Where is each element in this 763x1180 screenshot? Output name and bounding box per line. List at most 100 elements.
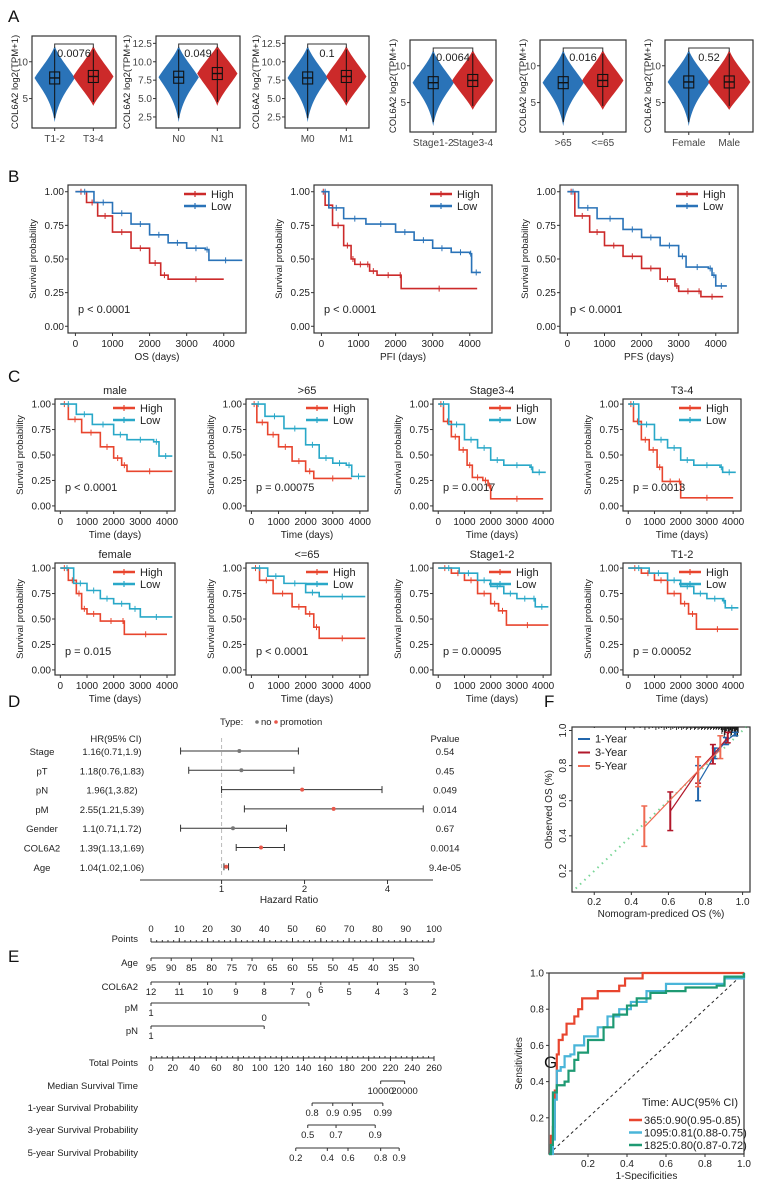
nomogram-tick-label: 2 <box>431 987 436 998</box>
y-tick-label: 10 <box>525 61 537 72</box>
y-tick-label: 0.75 <box>45 221 65 232</box>
y-tick-label: 0.25 <box>223 476 243 487</box>
x-tick-label: 2000 <box>480 681 503 692</box>
calibration-line-5-year <box>643 749 721 828</box>
y-axis-label: Survival probability <box>520 219 531 299</box>
x-tick-label: 1000 <box>453 517 476 528</box>
y-tick-label: 0.25 <box>410 476 430 487</box>
p-value-label: 0.1 <box>319 48 334 60</box>
nomogram-tick-label: 65 <box>267 963 278 974</box>
y-tick-label: 1.00 <box>537 187 557 198</box>
nomogram-tick-label: 0.4 <box>321 1153 334 1164</box>
hr-point-stage <box>237 749 242 753</box>
x-tick-label: M1 <box>339 134 353 145</box>
nomogram-row-label: pN <box>126 1026 138 1037</box>
x-tick-label: 0 <box>435 681 441 692</box>
y-tick-label: 0.25 <box>537 288 557 299</box>
nomogram-tick-label: 55 <box>307 963 318 974</box>
nomogram-tick-label: 100 <box>426 924 442 935</box>
legend-marker-no <box>255 720 259 724</box>
y-tick-label: 10 <box>17 57 29 68</box>
x-axis-label: Time (days) <box>466 694 518 705</box>
row-label-age: Age <box>34 863 51 874</box>
x-tick-label: T1-2 <box>44 134 65 145</box>
x-axis-label: Time (days) <box>466 530 518 541</box>
nomogram-tick-label: 20 <box>167 1063 178 1074</box>
nomogram-tick-label: 0.9 <box>393 1153 406 1164</box>
y-tick-label: 0.25 <box>32 640 52 651</box>
x-tick-label: 3000 <box>506 681 529 692</box>
y-tick-label: 0.00 <box>32 665 52 676</box>
nomogram-row-total-points: Total Points 0 20 40 60 80 100 120 140 160 180 200 2… <box>89 1056 442 1074</box>
nomogram-tick-label: 70 <box>344 924 355 935</box>
y-tick-label: 0.75 <box>600 425 620 436</box>
panel-label-F: F <box>544 692 554 711</box>
x-axis-label: Time (days) <box>656 530 708 541</box>
x-tick-label: 2000 <box>670 517 693 528</box>
nomogram-tick-label: 240 <box>404 1063 420 1074</box>
y-tick-label: 0.50 <box>32 451 52 462</box>
panel-label-B: B <box>8 167 19 186</box>
x-tick-label: 0 <box>625 681 631 692</box>
x-tick-label: 1000 <box>76 517 99 528</box>
x-tick-label: 3000 <box>668 339 691 350</box>
nomogram-row-label: COL6A2 <box>102 982 138 993</box>
row-hr-text: 1.96(1,3.82) <box>86 786 137 797</box>
legend-label-promotion: promotion <box>280 717 322 728</box>
y-tick-label: 10 <box>395 61 407 72</box>
p-value-label: p = 0.00095 <box>443 646 501 658</box>
x-tick-label: N1 <box>211 134 224 145</box>
x-tick-label: 2000 <box>103 517 126 528</box>
x-tick-label: 0 <box>625 517 631 528</box>
x-axis-label: Time (days) <box>281 530 333 541</box>
p-value-label: 0.016 <box>569 52 597 64</box>
x-tick-label: 1000 <box>593 339 616 350</box>
nomogram-row-col6a2: COL6A2 12 11 10 9 8 7 6 5 4 3 2 <box>102 981 437 998</box>
y-tick-label: 0.4 <box>530 1077 544 1088</box>
y-tick-label: 1.00 <box>32 400 52 411</box>
x-tick-label: 4000 <box>705 339 728 350</box>
y-axis-label: Sensitivities <box>514 1037 525 1090</box>
x-tick-label: 3000 <box>322 681 345 692</box>
x-tick-label: 1.0 <box>737 1159 751 1170</box>
km-subgroup-female: 0.00 0.25 0.50 0.75 1.00 0 1000 2000 3000 4000 Sur… <box>15 549 179 705</box>
significance-bracket <box>562 47 604 52</box>
nomogram-tick-label: 8 <box>262 987 267 998</box>
plot-title: Stage3-4 <box>470 385 515 397</box>
x-tick-label: 0 <box>58 681 64 692</box>
legend-label-low: Low <box>706 579 726 591</box>
x-tick-label: 0.2 <box>587 897 601 908</box>
nomogram-tick-label: 90 <box>400 924 411 935</box>
plot-frame <box>31 35 117 129</box>
y-tick-label: 0.8 <box>558 758 569 772</box>
y-tick-label: 10 <box>650 61 662 72</box>
panel-label-G: G <box>544 1053 557 1072</box>
x-tick-label: 1000 <box>643 681 666 692</box>
x-tick-label: 0 <box>58 517 64 528</box>
nomogram-tick-label: 50 <box>328 963 339 974</box>
y-tick-label: 0.50 <box>223 451 243 462</box>
p-value-label: p = 0.00052 <box>633 646 691 658</box>
row-label-pt: pT <box>36 766 47 777</box>
y-tick-label: 0.25 <box>45 288 65 299</box>
p-value-label: p < 0.0001 <box>256 646 308 658</box>
y-tick-label: 0.25 <box>410 640 430 651</box>
legend-label-1825: 1825:0.80(0.87-0.72) <box>644 1140 747 1152</box>
row-pvalue: 0.45 <box>436 766 455 777</box>
y-tick-label: 1.0 <box>530 969 544 980</box>
nomogram-tick-label: 40 <box>259 924 270 935</box>
y-axis-label: Survival probability <box>393 579 404 659</box>
x-tick-label: 0 <box>249 681 255 692</box>
x-axis-label: Time (days) <box>89 694 141 705</box>
x-tick-label: 3000 <box>322 517 345 528</box>
nomogram-tick-label: 30 <box>408 963 419 974</box>
km-subgroup->65: 0.00 0.25 0.50 0.75 1.00 0 1000 2000 3000 4000 Sur… <box>206 385 371 541</box>
nomogram-tick-label: 30 <box>231 924 242 935</box>
x-axis-label: OS (days) <box>134 352 179 363</box>
plot-frame <box>664 39 754 133</box>
x-tick-label: 4000 <box>722 681 745 692</box>
nomogram-tick-label: 90 <box>166 963 177 974</box>
